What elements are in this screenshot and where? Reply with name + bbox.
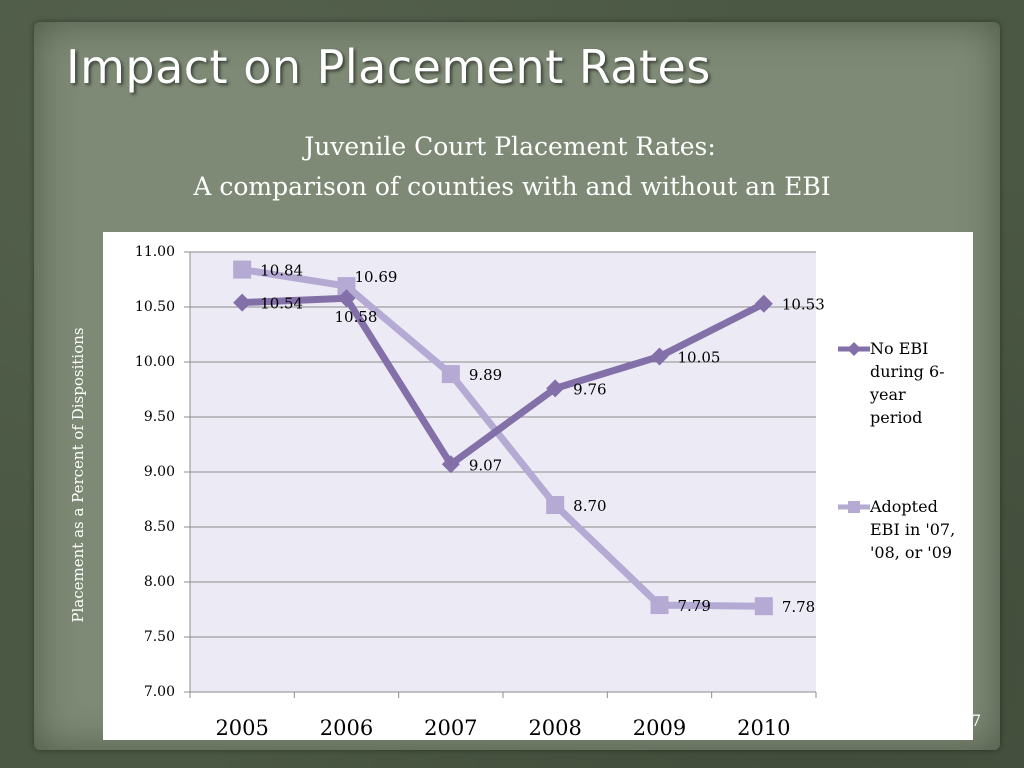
data-label-no-ebi: 10.58 — [335, 308, 378, 326]
legend-label-line: Adopted — [870, 497, 938, 516]
data-point-no-ebi — [546, 379, 565, 398]
line-chart: 7.00 7.50 8.00 8.50 9.00 9.50 10.00 10.50 11.00 2… — [135, 244, 825, 740]
legend-label-adopted-ebi: Adopted EBI in '07, '08, or '09 — [870, 495, 965, 564]
data-point-no-ebi — [441, 455, 460, 474]
legend-swatch-no-ebi — [838, 342, 870, 356]
data-label-no-ebi: 10.53 — [782, 296, 825, 314]
legend-label-line: No EBI — [870, 339, 929, 358]
data-label-no-ebi: 9.76 — [573, 380, 606, 398]
y-tick-label: 9.00 — [144, 464, 175, 480]
data-label-adopted-ebi: 10.84 — [260, 262, 303, 280]
chart-title: Juvenile Court Placement Rates: — [304, 132, 716, 161]
slide-title: Impact on Placement Rates — [66, 40, 711, 94]
y-axis-label: Placement as a Percent of Dispositions — [69, 327, 87, 623]
data-label-adopted-ebi: 8.70 — [573, 497, 606, 515]
data-point-no-ebi — [337, 289, 356, 308]
legend-swatch-adopted-ebi — [838, 501, 870, 513]
data-label-no-ebi: 10.54 — [260, 295, 303, 313]
y-tick-label: 11.00 — [135, 244, 175, 260]
data-label-no-ebi: 10.05 — [678, 349, 721, 367]
legend-label-line: EBI in '07, — [870, 520, 956, 539]
data-point-no-ebi — [754, 294, 773, 313]
legend-item-adopted-ebi: Adopted EBI in '07, '08, or '09 — [838, 495, 965, 564]
data-label-adopted-ebi: 10.69 — [355, 268, 398, 286]
legend-item-no-ebi: No EBI during 6- year period — [838, 337, 965, 429]
x-tick-label: 2009 — [633, 716, 686, 740]
x-tick-label: 2006 — [320, 716, 373, 740]
data-label-adopted-ebi: 7.78 — [782, 598, 815, 616]
legend-label-line: '08, or '09 — [870, 543, 953, 562]
data-point-adopted-ebi — [441, 365, 460, 384]
chart-subtitle: A comparison of counties with and withou… — [193, 172, 831, 201]
data-point-adopted-ebi — [650, 596, 669, 615]
x-tick-label: 2010 — [737, 716, 790, 740]
y-tick-label: 8.50 — [144, 519, 175, 535]
data-label-adopted-ebi: 7.79 — [678, 597, 711, 615]
data-point-no-ebi — [233, 293, 252, 312]
data-label-adopted-ebi: 9.89 — [469, 366, 502, 384]
chart-area: 7.00 7.50 8.00 8.50 9.00 9.50 10.00 10.50 11.00 2… — [103, 232, 973, 740]
y-tick-label: 10.00 — [135, 354, 175, 370]
y-tick-label: 10.50 — [135, 299, 175, 315]
data-point-adopted-ebi — [337, 277, 356, 296]
x-tick-label: 2007 — [424, 716, 477, 740]
legend-label-no-ebi: No EBI during 6- year period — [870, 337, 965, 429]
series-line-no-ebi — [242, 294, 766, 468]
x-tick-label: 2008 — [528, 716, 581, 740]
y-tick-label: 7.50 — [144, 629, 175, 645]
data-point-no-ebi — [650, 347, 669, 366]
data-point-adopted-ebi — [546, 496, 565, 514]
data-point-adopted-ebi — [233, 260, 252, 279]
legend-label-line: year — [870, 385, 906, 404]
series-line-adopted-ebi — [241, 266, 764, 610]
y-tick-label: 8.00 — [144, 574, 175, 590]
legend-label-line: during 6- — [870, 362, 945, 381]
legend-label-line: period — [870, 408, 923, 427]
y-tick-label: 7.00 — [144, 684, 175, 700]
data-label-no-ebi: 9.07 — [469, 456, 502, 474]
data-point-adopted-ebi — [754, 597, 773, 616]
y-tick-label: 9.50 — [144, 409, 175, 425]
page-number: 7 — [971, 711, 982, 730]
x-tick-label: 2005 — [215, 716, 268, 740]
